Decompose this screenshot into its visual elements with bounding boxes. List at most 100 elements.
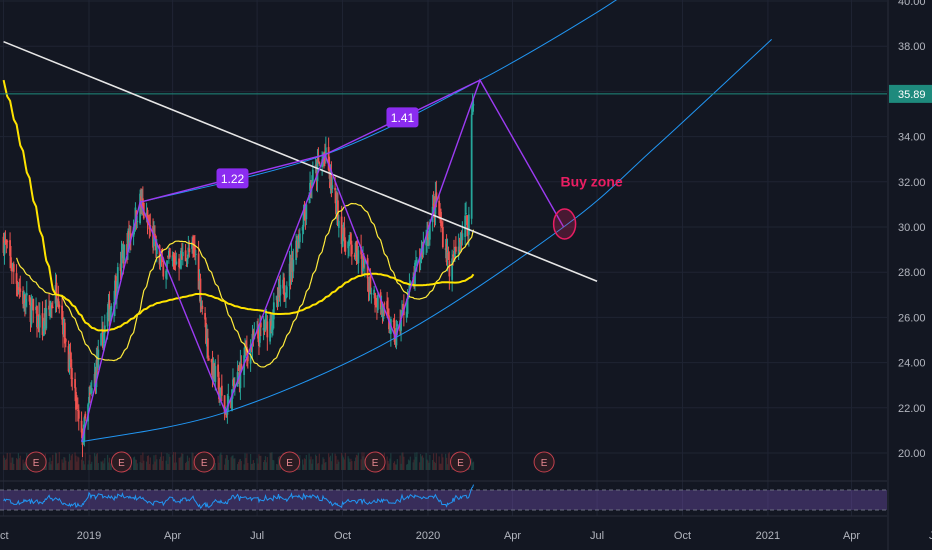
candle[interactable] bbox=[80, 411, 83, 439]
candle[interactable] bbox=[392, 318, 395, 329]
candle[interactable] bbox=[375, 297, 377, 308]
candle[interactable] bbox=[77, 404, 80, 431]
candle[interactable] bbox=[343, 216, 346, 252]
candle[interactable] bbox=[373, 285, 376, 299]
candle[interactable] bbox=[102, 321, 104, 350]
candle[interactable] bbox=[41, 301, 44, 341]
candle[interactable] bbox=[348, 235, 350, 257]
candle[interactable] bbox=[460, 230, 463, 253]
candle[interactable] bbox=[244, 338, 246, 359]
candle[interactable] bbox=[2, 232, 5, 256]
candle[interactable] bbox=[180, 247, 182, 270]
candle[interactable] bbox=[22, 286, 24, 309]
candle[interactable] bbox=[461, 221, 464, 246]
candle[interactable] bbox=[75, 387, 77, 422]
candle[interactable] bbox=[230, 398, 233, 409]
candle[interactable] bbox=[110, 303, 113, 319]
candle[interactable] bbox=[446, 238, 449, 272]
candle[interactable] bbox=[467, 215, 469, 245]
ma-fast-line[interactable] bbox=[16, 202, 475, 368]
candle[interactable] bbox=[357, 245, 360, 274]
candle[interactable] bbox=[194, 249, 197, 265]
candle[interactable] bbox=[154, 225, 156, 238]
candle[interactable] bbox=[278, 276, 281, 302]
candle[interactable] bbox=[324, 136, 327, 164]
candle[interactable] bbox=[15, 264, 18, 297]
candle[interactable] bbox=[71, 367, 74, 391]
candle[interactable] bbox=[297, 234, 299, 253]
candle[interactable] bbox=[32, 298, 35, 323]
candle[interactable] bbox=[336, 188, 338, 226]
candle[interactable] bbox=[167, 247, 170, 264]
candle[interactable] bbox=[192, 234, 194, 258]
candle[interactable] bbox=[19, 275, 22, 298]
candle[interactable] bbox=[116, 262, 119, 295]
candle[interactable] bbox=[109, 307, 112, 322]
candle[interactable] bbox=[355, 240, 358, 265]
candle[interactable] bbox=[63, 318, 66, 353]
candle[interactable] bbox=[123, 244, 126, 264]
candle[interactable] bbox=[284, 285, 287, 308]
candle[interactable] bbox=[337, 214, 340, 238]
candle[interactable] bbox=[88, 386, 90, 406]
candle[interactable] bbox=[370, 287, 373, 304]
time-axis[interactable]: ct 2019 Apr Jul Oct 2020 Apr Jul Oct 2021 Apr Jul bbox=[0, 530, 932, 542]
candle[interactable] bbox=[51, 301, 54, 309]
candle[interactable] bbox=[367, 277, 370, 302]
candle[interactable] bbox=[93, 362, 96, 391]
candle[interactable] bbox=[58, 301, 61, 314]
candle[interactable] bbox=[269, 312, 272, 345]
candle[interactable] bbox=[270, 312, 272, 334]
candle[interactable] bbox=[298, 228, 301, 249]
candle[interactable] bbox=[418, 248, 421, 273]
candle[interactable] bbox=[283, 273, 285, 303]
candle[interactable] bbox=[30, 294, 33, 328]
candle[interactable] bbox=[441, 221, 443, 228]
candle[interactable] bbox=[114, 275, 116, 317]
candle[interactable] bbox=[361, 254, 363, 275]
candle[interactable] bbox=[174, 250, 177, 271]
candle[interactable] bbox=[415, 250, 417, 266]
candle[interactable] bbox=[84, 411, 87, 422]
candle[interactable] bbox=[4, 230, 7, 245]
candle[interactable] bbox=[50, 302, 53, 319]
candle[interactable] bbox=[466, 215, 468, 237]
candle[interactable] bbox=[165, 268, 167, 289]
candle[interactable] bbox=[252, 328, 255, 347]
candle[interactable] bbox=[428, 230, 430, 249]
candle[interactable] bbox=[471, 93, 474, 115]
candle[interactable] bbox=[201, 300, 204, 315]
candle[interactable] bbox=[427, 221, 429, 247]
candle[interactable] bbox=[181, 242, 184, 266]
candle[interactable] bbox=[108, 291, 111, 327]
candle[interactable] bbox=[237, 365, 240, 372]
candle[interactable] bbox=[193, 234, 196, 261]
candle[interactable] bbox=[24, 292, 27, 315]
candle[interactable] bbox=[191, 236, 193, 254]
candle[interactable] bbox=[96, 346, 99, 375]
candle[interactable] bbox=[311, 161, 314, 186]
candle[interactable] bbox=[103, 314, 106, 344]
candle[interactable] bbox=[29, 297, 32, 332]
candle[interactable] bbox=[50, 300, 52, 318]
candle[interactable] bbox=[76, 397, 79, 422]
candle[interactable] bbox=[43, 307, 46, 336]
candle[interactable] bbox=[3, 232, 6, 265]
candle[interactable] bbox=[223, 395, 226, 421]
candle[interactable] bbox=[206, 328, 209, 362]
earnings-marker-5[interactable]: E bbox=[364, 451, 386, 473]
candle[interactable] bbox=[292, 248, 295, 279]
candle[interactable] bbox=[37, 315, 39, 329]
current-price-tag[interactable]: 35.89 bbox=[889, 84, 932, 103]
lower-arc-line[interactable] bbox=[81, 39, 772, 443]
candle[interactable] bbox=[272, 292, 275, 329]
candle[interactable] bbox=[453, 239, 455, 262]
candle[interactable] bbox=[470, 106, 473, 225]
candle[interactable] bbox=[57, 285, 60, 309]
candle[interactable] bbox=[95, 347, 98, 394]
candle[interactable] bbox=[368, 276, 371, 301]
candle[interactable] bbox=[23, 290, 25, 312]
candle[interactable] bbox=[171, 251, 174, 267]
candle[interactable] bbox=[168, 248, 171, 259]
candle[interactable] bbox=[17, 282, 20, 295]
